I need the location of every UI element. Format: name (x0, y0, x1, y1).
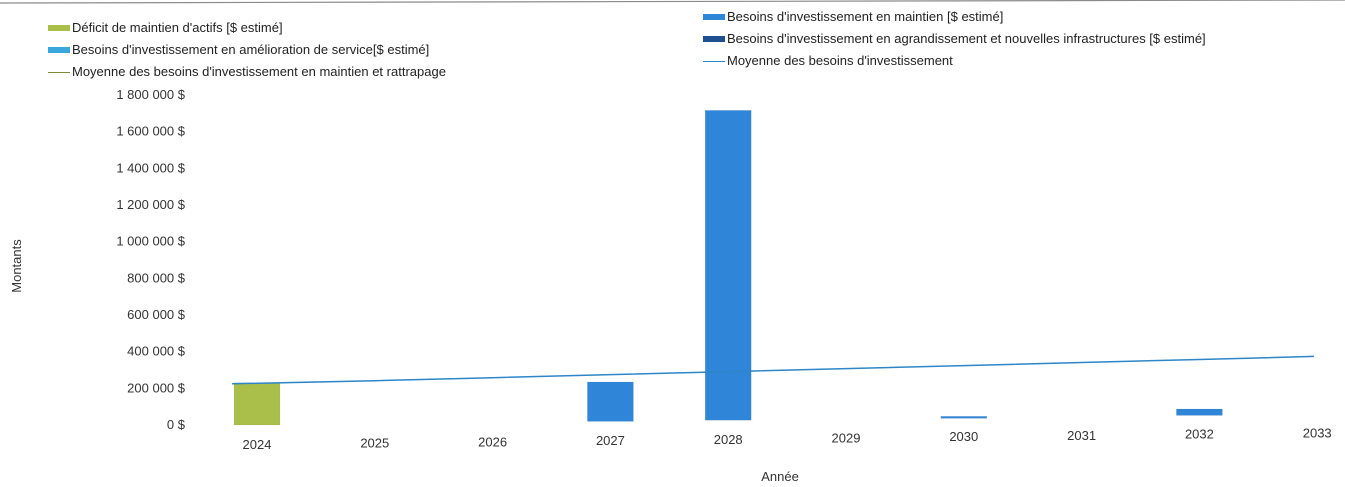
bar (233, 382, 281, 426)
y-tick-label: 600 000 $ (127, 307, 186, 322)
top-edge-rule (0, 0, 1345, 4)
bar (940, 416, 988, 419)
x-tick-label: 2033 (1303, 425, 1332, 440)
legend-line-moyenne (703, 60, 725, 62)
x-tick-label: 2031 (1067, 428, 1096, 443)
x-axis-label: Année (761, 469, 799, 484)
legend-label-moyenne-maintien: Moyenne des besoins d'investissement en … (72, 64, 446, 79)
y-tick-label: 1 000 000 $ (116, 234, 185, 249)
x-tick-label: 2027 (596, 433, 625, 448)
legend-label-maintien: Besoins d'investissement en maintien [$ … (727, 9, 1004, 24)
x-tick-label: 2032 (1185, 427, 1214, 442)
legend-right: Besoins d'investissement en maintien [$ … (703, 6, 1206, 72)
legend-swatch-amelioration (48, 47, 70, 53)
legend-item-agrandissement: Besoins d'investissement en agrandisseme… (703, 28, 1206, 50)
x-tick-label: 2029 (832, 431, 861, 446)
y-tick-label: 1 200 000 $ (116, 197, 185, 212)
legend-swatch-agrandissement (703, 36, 725, 42)
x-tick-label: 2030 (949, 429, 978, 444)
legend-item-amelioration: Besoins d'investissement en amélioration… (48, 39, 446, 61)
y-axis-ticks: 0 $ 200 000 $ 400 000 $ 600 000 $ 800 000 $ 1… (116, 87, 185, 432)
legend-swatch-maintien (703, 14, 725, 20)
y-tick-label: 400 000 $ (127, 344, 186, 359)
x-tick-label: 2024 (243, 437, 272, 452)
legend-item-moyenne-maintien: Moyenne des besoins d'investissement en … (48, 61, 446, 83)
series-line (231, 355, 1315, 385)
legend-left: Déficit de maintien d'actifs [$ estimé] … (48, 17, 446, 83)
bar (1176, 408, 1223, 416)
y-tick-label: 0 $ (167, 417, 186, 432)
legend-label-agrandissement: Besoins d'investissement en agrandisseme… (727, 31, 1206, 46)
x-axis-ticks: 2024 2025 2026 2027 2028 2029 2030 2031 2032 2033 (243, 425, 1332, 452)
x-tick-label: 2026 (478, 434, 507, 449)
legend-swatch-deficit (48, 25, 70, 31)
series-lines (231, 355, 1315, 385)
x-tick-label: 2025 (360, 436, 389, 451)
x-tick-label: 2028 (714, 432, 743, 447)
y-axis-label: Montants (9, 239, 24, 293)
y-tick-label: 1 400 000 $ (116, 160, 185, 175)
legend-label-deficit: Déficit de maintien d'actifs [$ estimé] (72, 20, 283, 35)
bars (233, 110, 1223, 426)
y-tick-label: 1 600 000 $ (116, 124, 185, 139)
legend-line-moyenne-maintien (48, 71, 70, 73)
bar (704, 110, 752, 421)
y-tick-label: 1 800 000 $ (116, 87, 185, 102)
legend-item-maintien: Besoins d'investissement en maintien [$ … (703, 6, 1206, 28)
legend-label-amelioration: Besoins d'investissement en amélioration… (72, 42, 430, 57)
bar (587, 381, 634, 422)
y-tick-label: 200 000 $ (127, 380, 186, 395)
legend-item-moyenne: Moyenne des besoins d'investissement (703, 50, 1206, 72)
legend-item-deficit: Déficit de maintien d'actifs [$ estimé] (48, 17, 446, 39)
y-tick-label: 800 000 $ (127, 270, 186, 285)
legend-label-moyenne: Moyenne des besoins d'investissement (727, 53, 953, 68)
